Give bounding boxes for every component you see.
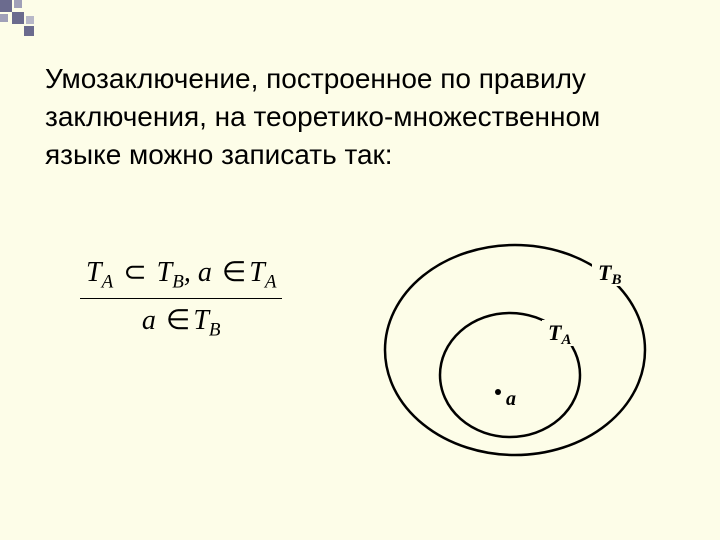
point-a-label: a — [506, 388, 516, 410]
venn-diagram: TB TA a — [370, 200, 690, 500]
point-a — [495, 389, 501, 395]
corner-decoration — [0, 0, 34, 34]
formula-numerator: TA ⊂ TB, a ∈TA — [80, 255, 282, 298]
formula-denominator: a ∈TB — [80, 299, 282, 342]
main-text: Умозаключение, построенное по правилу за… — [45, 60, 665, 173]
formula: TA ⊂ TB, a ∈TA a ∈TB — [80, 255, 282, 341]
